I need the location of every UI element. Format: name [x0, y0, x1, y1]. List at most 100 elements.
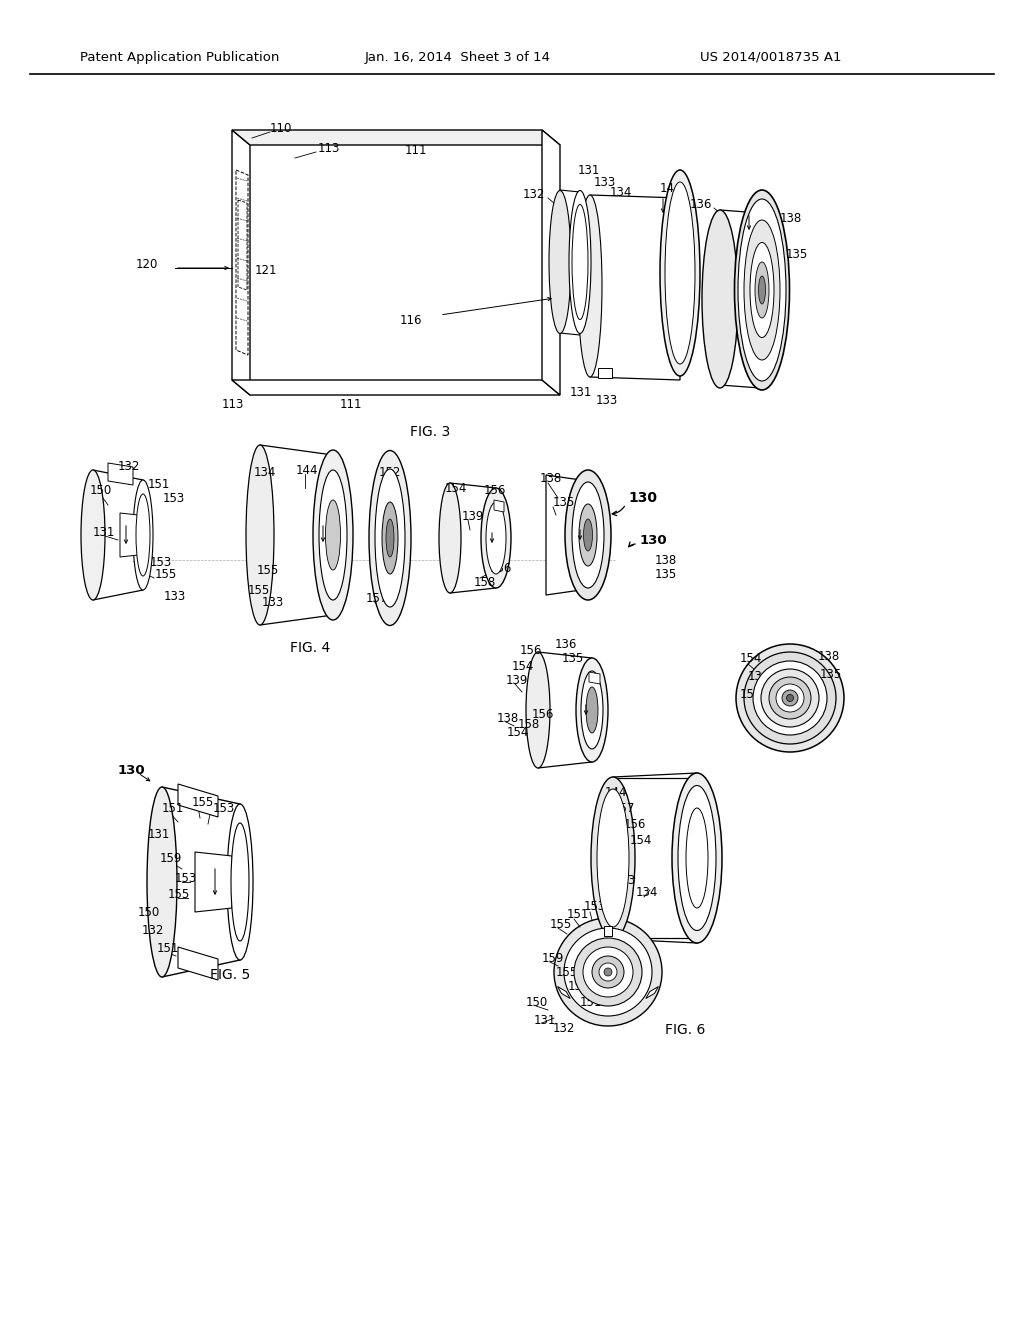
- Text: 151: 151: [580, 997, 602, 1010]
- Ellipse shape: [738, 199, 786, 381]
- Ellipse shape: [369, 450, 411, 626]
- Polygon shape: [260, 445, 333, 624]
- Ellipse shape: [744, 652, 836, 744]
- Ellipse shape: [578, 195, 602, 378]
- Text: 138: 138: [655, 553, 677, 566]
- Text: 134: 134: [610, 186, 633, 198]
- Ellipse shape: [599, 964, 617, 981]
- Text: 154: 154: [740, 688, 763, 701]
- Ellipse shape: [769, 677, 811, 719]
- Text: 157: 157: [613, 801, 635, 814]
- Text: 158: 158: [474, 576, 497, 589]
- Text: 150: 150: [526, 995, 548, 1008]
- Text: 132: 132: [553, 1022, 575, 1035]
- Ellipse shape: [597, 789, 629, 927]
- Text: 156: 156: [624, 818, 646, 832]
- Text: 138: 138: [818, 651, 841, 664]
- Text: 155: 155: [550, 917, 572, 931]
- Polygon shape: [590, 195, 680, 380]
- Polygon shape: [538, 652, 592, 768]
- Text: 144: 144: [660, 181, 683, 194]
- Text: 133: 133: [614, 874, 636, 887]
- Polygon shape: [646, 986, 658, 998]
- Text: 133: 133: [594, 176, 616, 189]
- Ellipse shape: [672, 774, 722, 942]
- Text: 150: 150: [138, 907, 160, 920]
- Text: 139: 139: [462, 510, 484, 523]
- Text: 144: 144: [296, 463, 318, 477]
- Text: 158: 158: [598, 829, 621, 842]
- Ellipse shape: [572, 482, 604, 587]
- Text: US 2014/0018735 A1: US 2014/0018735 A1: [700, 50, 842, 63]
- Text: 152: 152: [600, 855, 623, 869]
- Text: 120: 120: [135, 259, 158, 272]
- Ellipse shape: [326, 500, 341, 570]
- Ellipse shape: [386, 519, 394, 557]
- Ellipse shape: [549, 190, 571, 334]
- Text: FIG. 4: FIG. 4: [290, 642, 330, 655]
- Ellipse shape: [660, 170, 700, 376]
- Ellipse shape: [574, 939, 642, 1006]
- Polygon shape: [589, 672, 600, 684]
- Ellipse shape: [761, 669, 819, 727]
- Text: 139: 139: [506, 673, 528, 686]
- Text: 156: 156: [532, 708, 554, 721]
- Ellipse shape: [686, 808, 708, 908]
- Text: 159: 159: [542, 952, 564, 965]
- Text: 116: 116: [399, 314, 422, 326]
- Polygon shape: [178, 946, 218, 979]
- Ellipse shape: [231, 822, 249, 941]
- Polygon shape: [108, 463, 133, 484]
- Text: 153: 153: [175, 873, 198, 886]
- Ellipse shape: [136, 494, 150, 576]
- Polygon shape: [604, 927, 612, 936]
- Text: FIG. 6: FIG. 6: [665, 1023, 706, 1038]
- Text: 132: 132: [522, 189, 545, 202]
- Ellipse shape: [759, 276, 766, 304]
- Text: 131: 131: [148, 829, 170, 842]
- Ellipse shape: [736, 644, 844, 752]
- Text: 154: 154: [512, 660, 535, 672]
- Text: 138: 138: [540, 471, 562, 484]
- Text: 130: 130: [640, 533, 668, 546]
- Text: 111: 111: [340, 399, 362, 412]
- Text: 135: 135: [553, 495, 575, 508]
- Text: 153: 153: [163, 491, 185, 504]
- Ellipse shape: [382, 502, 398, 574]
- Text: 158: 158: [518, 718, 541, 731]
- Ellipse shape: [583, 946, 633, 997]
- Ellipse shape: [678, 785, 716, 931]
- Ellipse shape: [565, 470, 611, 601]
- Ellipse shape: [564, 928, 652, 1016]
- Ellipse shape: [579, 504, 597, 566]
- Ellipse shape: [584, 519, 593, 550]
- Text: 135: 135: [562, 652, 585, 664]
- Polygon shape: [162, 787, 240, 977]
- Text: 154: 154: [507, 726, 529, 739]
- Ellipse shape: [526, 652, 550, 768]
- Ellipse shape: [776, 684, 804, 711]
- Polygon shape: [195, 851, 232, 912]
- Text: Patent Application Publication: Patent Application Publication: [80, 50, 280, 63]
- Ellipse shape: [319, 470, 347, 601]
- Ellipse shape: [481, 488, 511, 587]
- Ellipse shape: [586, 686, 598, 733]
- Text: 111: 111: [406, 144, 427, 157]
- Text: 144: 144: [605, 785, 628, 799]
- Ellipse shape: [592, 956, 624, 987]
- Text: 155: 155: [155, 569, 177, 582]
- Text: 133: 133: [596, 393, 618, 407]
- Ellipse shape: [782, 690, 798, 706]
- Ellipse shape: [573, 244, 583, 280]
- Polygon shape: [560, 190, 580, 335]
- Ellipse shape: [439, 483, 461, 593]
- Text: 153: 153: [150, 557, 172, 569]
- Text: 134: 134: [254, 466, 276, 479]
- Text: 151: 151: [148, 478, 170, 491]
- Polygon shape: [578, 246, 590, 280]
- Text: 110: 110: [270, 121, 293, 135]
- Polygon shape: [232, 129, 250, 395]
- Text: 133: 133: [164, 590, 186, 602]
- Ellipse shape: [575, 657, 608, 762]
- Text: 136: 136: [689, 198, 712, 211]
